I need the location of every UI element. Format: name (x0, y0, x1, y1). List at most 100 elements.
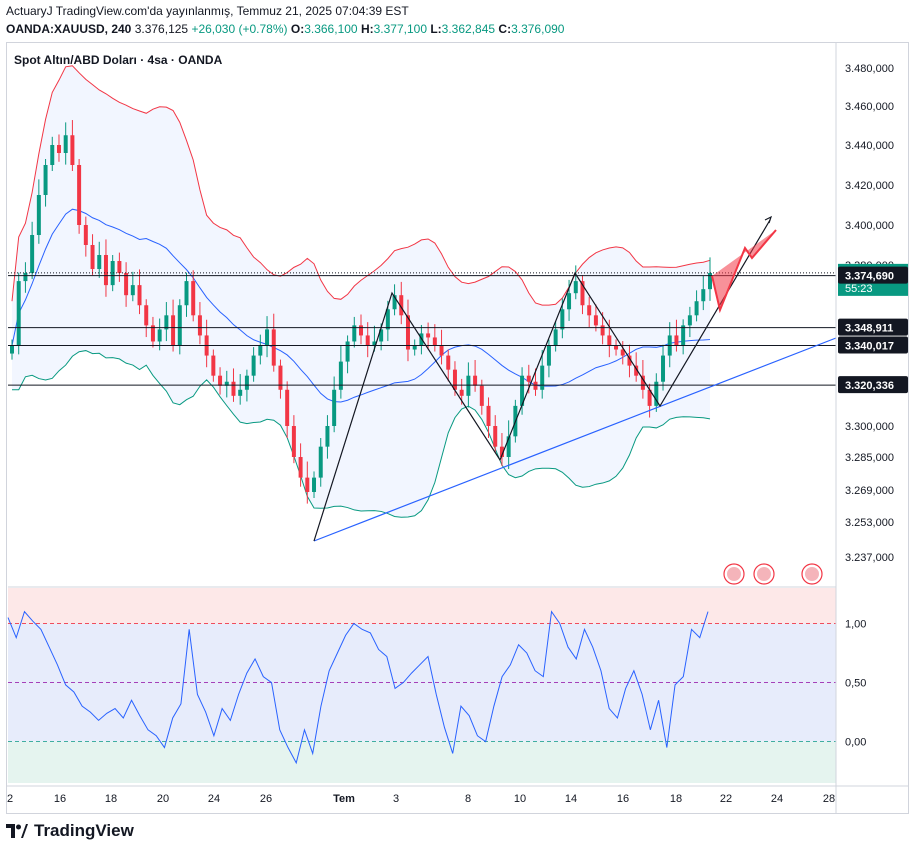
candle-body (305, 477, 310, 492)
candle-body (184, 281, 189, 306)
price-axis-tick: 3.237,000 (845, 552, 894, 564)
high-value: 3.377,100 (373, 22, 427, 36)
level-label: 3.320,336 (845, 380, 894, 392)
candle-body (607, 335, 612, 346)
oscillator-line (7, 610, 709, 765)
symbol-name[interactable]: OANDA:XAUUSD, 240 (6, 22, 132, 36)
level-label: 3.374,690 (845, 271, 894, 283)
candle-body (593, 315, 598, 326)
price-axis-tick: 3.440,000 (845, 140, 894, 152)
candle-body (231, 381, 236, 396)
candle-body (63, 135, 68, 153)
candle-body (600, 325, 605, 336)
candle-body (285, 389, 290, 426)
time-axis-tick: 8 (465, 793, 471, 805)
level-label-bg (838, 318, 908, 336)
candle-body (345, 341, 350, 362)
candle-body (124, 273, 129, 296)
time-axis-tick: Tem (333, 793, 355, 805)
time-axis-tick: 26 (260, 793, 272, 805)
candle-body (560, 309, 565, 330)
zigzag-arrow-head (764, 215, 773, 224)
candle-body (587, 305, 592, 316)
open-label: O: (290, 22, 305, 36)
candle-body (533, 381, 538, 390)
candle-body (157, 329, 162, 342)
low-label: L: (430, 22, 442, 36)
bollinger-fill (12, 65, 710, 518)
candle-body (520, 375, 525, 406)
candle-body (674, 335, 679, 346)
level-label-bg (838, 376, 908, 394)
bollinger-basis (11, 208, 711, 403)
time-axis-tick: 3 (393, 793, 399, 805)
candle-body (654, 381, 659, 406)
candle-body (90, 245, 95, 270)
candle-body (546, 345, 551, 366)
candle-body (365, 335, 370, 346)
osc-axis-tick: 0,50 (845, 678, 866, 690)
candle-body (426, 333, 431, 338)
candle-body (627, 355, 632, 366)
candle-body (77, 165, 82, 225)
candle-body (432, 337, 437, 346)
candle-body (318, 446, 323, 478)
price-axis-tick: 3.253,000 (845, 517, 894, 529)
candle-body (553, 329, 558, 346)
candle-body (647, 389, 652, 406)
osc-oversold-zone (8, 741, 836, 783)
level-label: 3.340,017 (845, 340, 894, 352)
candle-body (117, 261, 122, 274)
candle-body (224, 381, 229, 386)
candle-body (258, 345, 263, 356)
ascending-trendline (313, 337, 837, 542)
price-axis-tick: 3.300,000 (845, 421, 894, 433)
countdown-label: 55:23 (845, 283, 873, 295)
tradingview-logo-icon (6, 824, 28, 838)
candle-body (405, 315, 410, 350)
candle-body (708, 273, 712, 290)
chart-title: Spot Altın/ABD Doları · 4sa · OANDA (14, 53, 223, 67)
candle-body (701, 289, 706, 302)
candle-body (312, 477, 317, 492)
candle-body (291, 426, 296, 457)
candle-body (16, 281, 21, 346)
candle-body (332, 389, 337, 426)
price-axis-tick: 3.420,000 (845, 180, 894, 192)
last-price: 3.376,125 (134, 22, 189, 36)
candle-body (392, 295, 397, 310)
candle-body (694, 301, 699, 316)
candle-body (479, 385, 484, 406)
candle-body (103, 255, 108, 286)
candle-body (271, 329, 276, 366)
us-flag-event-icon-inner (727, 567, 741, 581)
chart-frame[interactable] (6, 42, 909, 814)
candle-body (164, 315, 169, 330)
time-axis-tick: 24 (771, 793, 783, 805)
candle-body (540, 365, 545, 390)
candle-body (506, 436, 511, 457)
time-axis-tick: 18 (670, 793, 682, 805)
candle-body (251, 355, 256, 376)
candle-body (486, 405, 491, 426)
us-flag-event-icon-inner (757, 567, 771, 581)
brand-name: TradingView (34, 821, 134, 840)
high-label: H: (360, 22, 374, 36)
candle-body (640, 375, 645, 390)
candle-body (265, 329, 270, 346)
candle-body (150, 325, 155, 342)
candle-body (681, 325, 686, 346)
price-axis-tick: 3.480,000 (845, 63, 894, 75)
us-flag-event-icon-inner (805, 567, 819, 581)
candle-body (238, 389, 243, 396)
level-label-bg (838, 336, 908, 354)
candle-body (372, 341, 377, 346)
close-value: 3.376,090 (511, 22, 565, 36)
candle-body (197, 315, 202, 336)
candle-body (614, 345, 619, 350)
candle-body (412, 345, 417, 350)
candle-body (439, 345, 444, 356)
price-axis-tick: 3.460,000 (845, 101, 894, 113)
time-axis-tick: 22 (720, 793, 732, 805)
